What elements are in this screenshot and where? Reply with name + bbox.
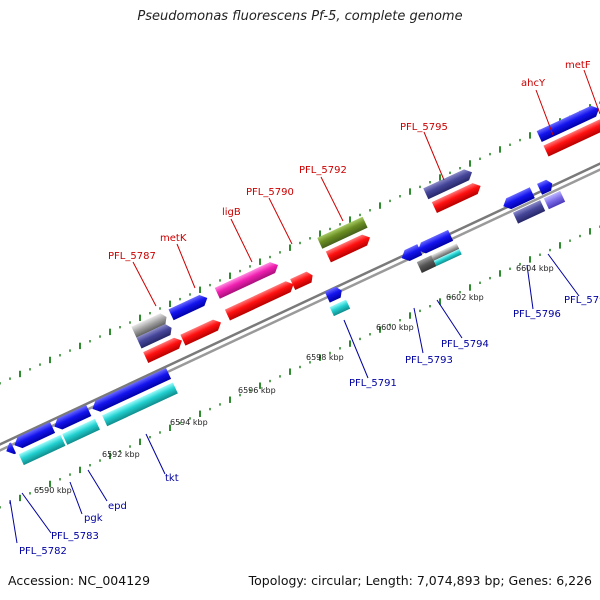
leader-line [9,499,18,544]
gene-label-bottom[interactable]: PFL_5782 [19,546,67,557]
scale-label: 6600 kbp [376,323,414,332]
gene-labels-top: PFL_5787 metK ligB PFL_5790 PFL_5792 PFL_5795… [108,60,591,262]
label-leader-lines [9,69,600,544]
gene-feature-upper-2[interactable] [168,293,210,321]
leader-line [547,253,580,297]
gene-label-top[interactable]: ahcY [521,78,546,89]
scale-label: 6596 kbp [238,386,276,395]
leader-line [132,261,157,307]
gene-feature-lower-2[interactable] [323,285,351,317]
gene-label-top[interactable]: metK [160,233,187,244]
leader-line [87,469,108,502]
genome-stats-text: Topology: circular; Length: 7,074,893 bp… [248,573,592,588]
gene-feature-lower-3[interactable] [399,229,462,278]
leader-line [583,69,600,115]
gene-label-bottom[interactable]: PFL_5791 [349,378,397,389]
scale-label: 6590 kbp [34,486,72,495]
gene-label-bottom[interactable]: PFL_5796 [513,309,561,320]
leader-line [21,492,52,534]
gene-label-bottom[interactable]: PFL_5794 [441,339,489,350]
scale-label: 6598 kbp [306,353,344,362]
accession-text: Accession: NC_004129 [8,573,151,588]
leader-line [145,433,166,475]
leader-line [436,299,463,339]
gene-label-bottom[interactable]: PFL_5783 [51,531,99,542]
leader-line [423,131,445,181]
gene-feature-upper-4[interactable] [317,216,374,264]
leader-line [535,89,554,136]
leader-line [526,264,534,310]
leader-line [230,218,253,263]
gene-feature-lower-1[interactable] [3,367,172,457]
scale-labels: 6590 kbp 6592 kbp 6594 kbp 6596 kbp 6598 kbp… [34,264,554,495]
tick-tracks [0,101,600,509]
leader-line [320,176,344,222]
gene-label-bottom[interactable]: epd [108,501,127,512]
gene-feature-upper-red-1[interactable] [143,317,223,363]
leader-line [413,307,424,354]
gene-label-bottom[interactable]: pgk [84,513,103,524]
gene-feature-upper-3[interactable] [214,248,315,321]
gene-label-top[interactable]: PFL_5790 [246,187,294,198]
leader-line [343,319,369,379]
gene-label-top[interactable]: metF [565,60,591,71]
gene-label-bottom[interactable]: PFL_5797 [564,295,600,306]
leader-line [176,243,196,289]
map-title: Pseudomonas fluorescens Pf-5, complete g… [137,9,463,24]
gene-label-bottom[interactable]: tkt [165,473,179,484]
scale-label: 6602 kbp [446,293,484,302]
gene-label-top[interactable]: PFL_5787 [108,251,156,262]
gene-label-top[interactable]: PFL_5792 [299,165,347,176]
gene-label-top[interactable]: ligB [222,207,241,218]
gene-label-top[interactable]: PFL_5795 [400,122,448,133]
gene-feature-upper-1[interactable] [131,312,174,349]
scale-label: 6594 kbp [170,418,208,427]
gene-feature-upper-6[interactable] [536,90,600,157]
leader-line [69,481,83,515]
gene-feature-lower-cyan[interactable] [18,382,178,466]
gene-label-bottom[interactable]: PFL_5793 [405,355,453,366]
leader-line [268,197,293,245]
scale-label: 6592 kbp [102,450,140,459]
gene-feature-lower-4[interactable] [501,176,566,226]
scale-label: 6604 kbp [516,264,554,273]
gene-feature-upper-5[interactable] [423,166,483,214]
